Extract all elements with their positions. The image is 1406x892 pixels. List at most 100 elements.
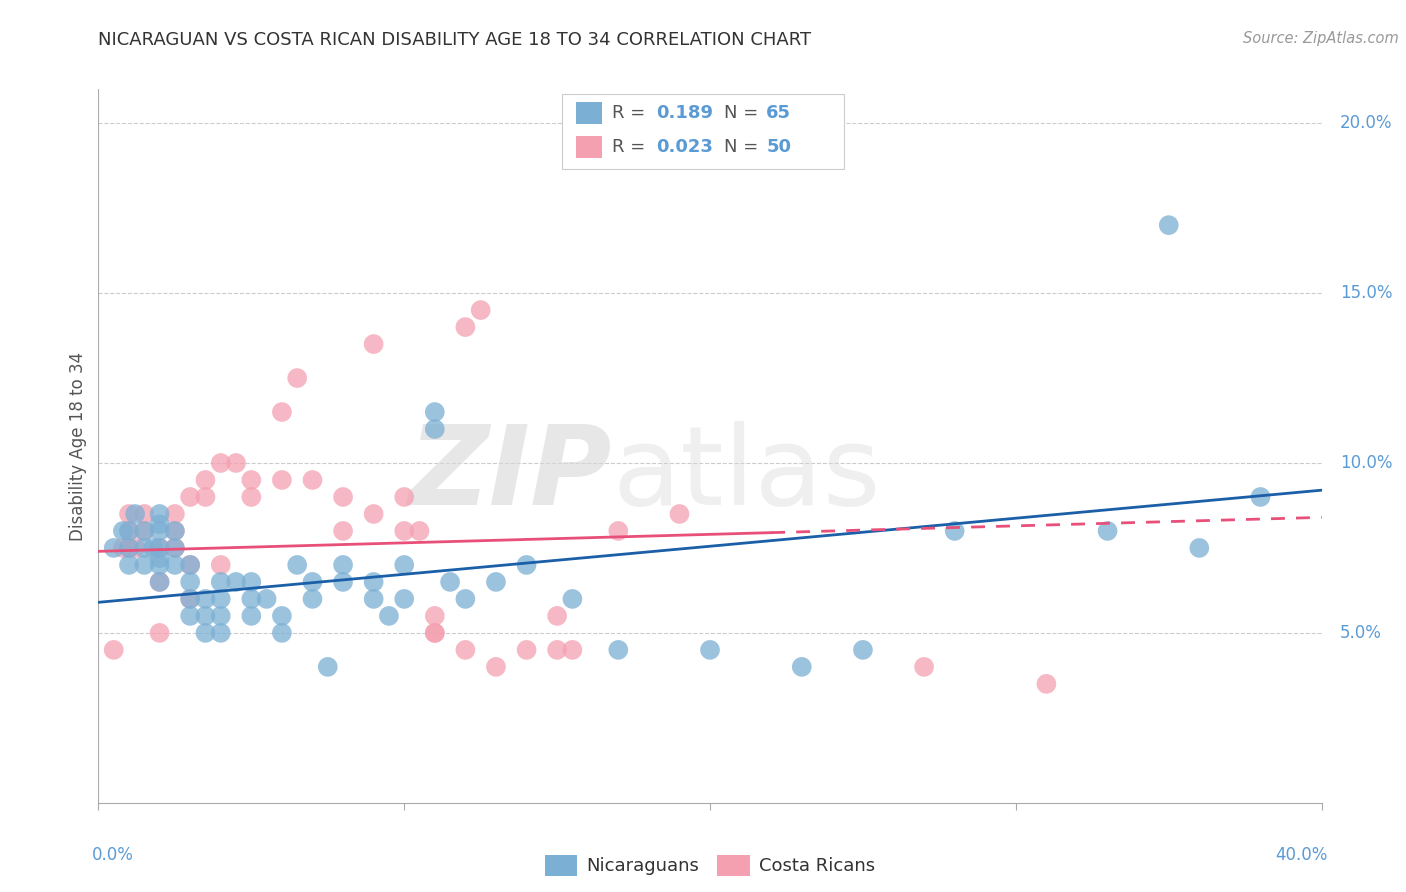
- Point: [423, 608, 446, 623]
- Point: [363, 507, 385, 521]
- Point: [134, 524, 156, 538]
- Point: [111, 541, 134, 555]
- Point: [454, 591, 477, 606]
- Point: [194, 626, 217, 640]
- Point: [209, 456, 232, 470]
- Point: [163, 524, 186, 538]
- Point: [163, 507, 186, 521]
- Text: R =: R =: [612, 138, 651, 156]
- Point: [285, 558, 308, 572]
- Point: [134, 558, 156, 572]
- Point: [134, 541, 156, 555]
- Point: [301, 473, 323, 487]
- Point: [149, 574, 172, 589]
- Point: [163, 524, 186, 538]
- Point: [332, 490, 354, 504]
- Point: [332, 524, 354, 538]
- Point: [179, 591, 201, 606]
- Point: [790, 660, 813, 674]
- Point: [209, 558, 232, 572]
- Point: [179, 558, 201, 572]
- Text: 65: 65: [766, 104, 792, 122]
- Point: [546, 643, 568, 657]
- Point: [270, 473, 292, 487]
- Text: NICARAGUAN VS COSTA RICAN DISABILITY AGE 18 TO 34 CORRELATION CHART: NICARAGUAN VS COSTA RICAN DISABILITY AGE…: [98, 31, 811, 49]
- Text: 40.0%: 40.0%: [1275, 846, 1327, 863]
- Point: [179, 574, 201, 589]
- Text: 15.0%: 15.0%: [1340, 284, 1392, 302]
- Point: [454, 320, 477, 334]
- Text: atlas: atlas: [612, 421, 880, 528]
- Point: [561, 591, 583, 606]
- Text: Source: ZipAtlas.com: Source: ZipAtlas.com: [1243, 31, 1399, 46]
- Point: [485, 574, 508, 589]
- Point: [561, 643, 583, 657]
- Point: [912, 660, 935, 674]
- Point: [439, 574, 461, 589]
- Point: [378, 608, 401, 623]
- Point: [209, 574, 232, 589]
- Point: [118, 558, 141, 572]
- Point: [209, 626, 232, 640]
- Point: [179, 558, 201, 572]
- Y-axis label: Disability Age 18 to 34: Disability Age 18 to 34: [69, 351, 87, 541]
- Point: [118, 541, 141, 555]
- Text: 5.0%: 5.0%: [1340, 624, 1382, 642]
- Point: [149, 541, 172, 555]
- Point: [270, 626, 292, 640]
- Point: [179, 608, 201, 623]
- Point: [423, 626, 446, 640]
- Text: 20.0%: 20.0%: [1340, 114, 1392, 132]
- Point: [163, 541, 186, 555]
- Point: [149, 551, 172, 566]
- Point: [124, 541, 146, 555]
- Text: 0.189: 0.189: [657, 104, 714, 122]
- Point: [546, 608, 568, 623]
- Point: [179, 591, 201, 606]
- Point: [607, 643, 630, 657]
- Point: [423, 405, 446, 419]
- Point: [363, 337, 385, 351]
- Text: 10.0%: 10.0%: [1340, 454, 1392, 472]
- Point: [194, 591, 217, 606]
- Point: [194, 490, 217, 504]
- Point: [392, 558, 416, 572]
- Point: [149, 524, 172, 538]
- Point: [607, 524, 630, 538]
- Text: N =: N =: [724, 138, 763, 156]
- Point: [103, 541, 125, 555]
- Point: [111, 524, 134, 538]
- Point: [668, 507, 690, 521]
- Point: [408, 524, 430, 538]
- Point: [240, 591, 263, 606]
- Point: [209, 608, 232, 623]
- Point: [301, 574, 323, 589]
- Point: [285, 371, 308, 385]
- Point: [149, 574, 172, 589]
- Point: [142, 541, 165, 555]
- Point: [1249, 490, 1271, 504]
- Point: [1035, 677, 1057, 691]
- Text: 0.0%: 0.0%: [93, 846, 134, 863]
- Point: [485, 660, 508, 674]
- Text: ZIP: ZIP: [409, 421, 612, 528]
- Point: [270, 608, 292, 623]
- Text: 0.023: 0.023: [657, 138, 713, 156]
- Point: [392, 524, 416, 538]
- Point: [363, 591, 385, 606]
- Point: [470, 303, 492, 318]
- Point: [194, 608, 217, 623]
- Point: [943, 524, 966, 538]
- Point: [149, 541, 172, 555]
- Point: [454, 643, 477, 657]
- Point: [225, 456, 247, 470]
- Point: [103, 643, 125, 657]
- Point: [423, 626, 446, 640]
- Point: [332, 574, 354, 589]
- Point: [149, 507, 172, 521]
- Point: [134, 507, 156, 521]
- Point: [1097, 524, 1119, 538]
- Point: [118, 524, 141, 538]
- Point: [163, 541, 186, 555]
- Point: [149, 558, 172, 572]
